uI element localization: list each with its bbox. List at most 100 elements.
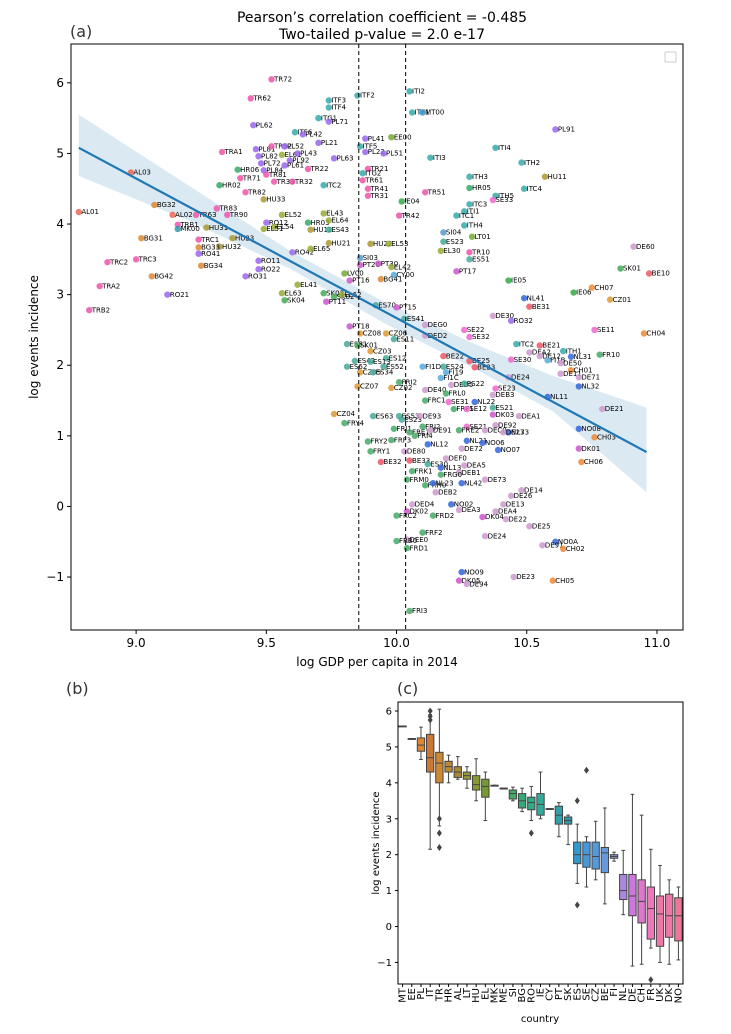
data-point — [132, 256, 140, 263]
data-point — [500, 429, 507, 436]
x-tick-label: 9.0 — [127, 636, 146, 650]
data-point — [86, 306, 93, 314]
data-point — [536, 352, 543, 360]
data-point — [198, 262, 205, 269]
point-label: FRY2 — [370, 438, 387, 446]
box-category-label: DE — [627, 988, 638, 1002]
data-point — [442, 455, 450, 462]
point-label: ES21 — [495, 404, 513, 412]
data-point — [270, 223, 278, 231]
point-label: ES70 — [378, 301, 396, 309]
point-label: TR62 — [252, 95, 271, 103]
point-label: PL63 — [337, 155, 354, 163]
data-point — [307, 245, 314, 252]
point-label: BE22 — [446, 352, 464, 360]
data-point — [599, 405, 606, 413]
point-label: DE50 — [563, 359, 582, 367]
data-point — [359, 170, 366, 177]
data-point — [466, 201, 473, 208]
x-tick-label: 11.0 — [644, 636, 671, 650]
point-label: NL23 — [435, 479, 453, 487]
box-category-label: MT — [398, 987, 409, 1003]
data-point — [500, 501, 507, 508]
point-label: CZ08 — [363, 330, 382, 338]
data-point — [237, 174, 244, 182]
point-label: DK04 — [485, 513, 504, 521]
data-point — [216, 182, 223, 189]
point-label: PL92 — [292, 157, 309, 165]
point-label: EL63 — [284, 289, 301, 297]
point-label: ES13 — [373, 358, 391, 366]
data-point — [630, 243, 637, 250]
point-label: FRE1 — [412, 429, 430, 437]
box-category-label: BE — [600, 988, 611, 1001]
point-label: DE12 — [542, 352, 561, 360]
data-point — [429, 479, 437, 487]
data-point — [466, 256, 473, 263]
data-point — [380, 150, 387, 157]
point-label: FRD1 — [409, 544, 428, 552]
point-label: SE22 — [467, 326, 485, 334]
data-point — [369, 369, 377, 376]
point-label: BG31 — [144, 234, 163, 242]
point-label: TR21 — [369, 165, 388, 173]
data-point — [398, 198, 405, 205]
box-pl — [416, 737, 426, 752]
data-point — [492, 508, 499, 515]
data-point — [468, 233, 476, 240]
data-point — [544, 357, 551, 364]
data-point — [351, 357, 359, 365]
point-label: ES42 — [357, 357, 375, 365]
data-point — [461, 462, 468, 469]
point-label: DED4 — [415, 501, 435, 509]
data-point — [505, 429, 512, 436]
data-point — [148, 273, 155, 280]
point-label: IE05 — [511, 277, 526, 285]
box-ylabel: log events incidence — [371, 791, 382, 894]
data-point — [419, 109, 426, 116]
point-label: TR32 — [294, 178, 313, 186]
data-point — [645, 270, 653, 277]
box-category-label: AL — [453, 988, 464, 1001]
data-point — [195, 244, 202, 251]
data-point — [330, 155, 338, 162]
point-label: TRB1 — [179, 221, 198, 229]
point-label: ES43 — [331, 226, 349, 234]
data-point — [382, 354, 390, 362]
point-label: LV00 — [347, 270, 364, 278]
point-label: FRY1 — [373, 448, 390, 456]
data-point — [278, 151, 286, 159]
data-point — [388, 263, 395, 271]
scatter-frame — [70, 43, 684, 631]
data-point — [453, 212, 460, 219]
point-label: ITF4 — [331, 104, 346, 112]
point-label: EL51 — [266, 225, 283, 233]
point-label: ITI2 — [412, 88, 425, 96]
point-label: DE30 — [495, 312, 514, 320]
y-tick-label: 4 — [56, 217, 64, 231]
data-point — [539, 542, 546, 549]
point-label: MT00 — [425, 109, 444, 117]
data-point — [151, 201, 158, 209]
point-label: ES23 — [446, 238, 464, 246]
data-point — [505, 277, 512, 284]
data-point — [346, 323, 353, 330]
data-point — [320, 210, 327, 217]
data-point — [440, 352, 447, 360]
point-label: PL81 — [258, 145, 275, 153]
box-y-tick-label: 4 — [386, 778, 392, 789]
box-category-label: FI — [609, 988, 620, 997]
data-point — [257, 160, 265, 167]
point-label: SE12 — [469, 405, 487, 413]
point-label: DE92 — [498, 421, 517, 429]
y-tick-label: −1 — [46, 570, 64, 584]
box-category-label: RO — [526, 988, 537, 1003]
data-point — [260, 225, 267, 233]
data-point — [195, 236, 202, 243]
point-label: EL42 — [394, 263, 411, 271]
point-label: SK03 — [326, 289, 344, 297]
point-label: ES30 — [430, 460, 448, 468]
data-point — [364, 192, 372, 199]
y-tick-label: 6 — [56, 76, 64, 90]
point-label: BE31 — [532, 303, 550, 311]
